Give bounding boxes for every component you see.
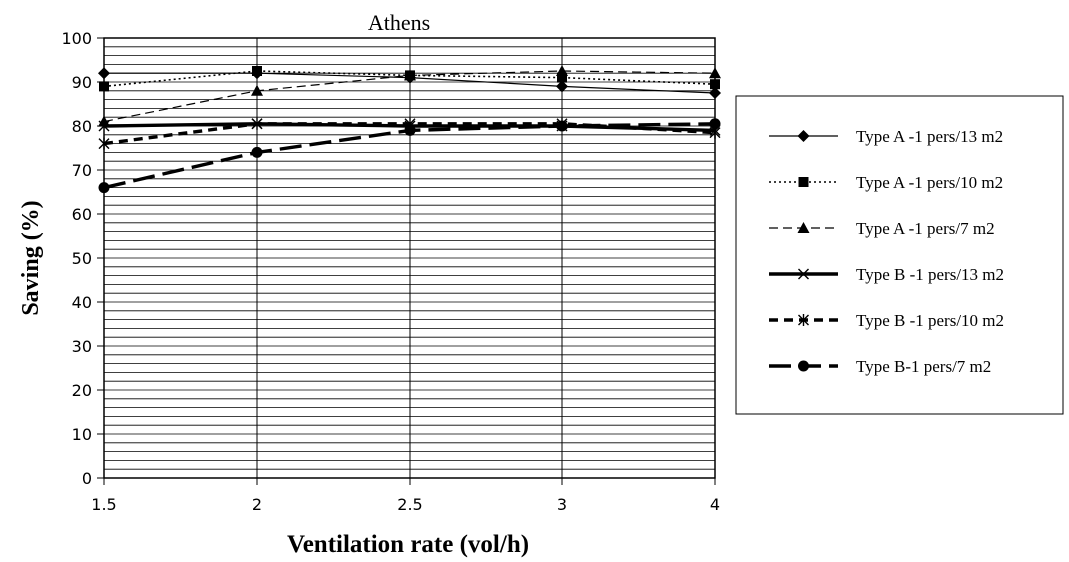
data-point xyxy=(251,146,263,158)
x-axis-ticks: 1.5 2 2.5 3 4 xyxy=(91,478,720,514)
x-tick-label: 2 xyxy=(252,495,262,514)
y-tick-label: 10 xyxy=(72,425,92,444)
data-point xyxy=(404,69,416,81)
data-point xyxy=(99,81,109,92)
legend-swatch-marker xyxy=(798,360,809,372)
legend-item: Type A -1 pers/13 m2 xyxy=(769,127,1003,146)
legend-label: Type B-1 pers/7 m2 xyxy=(856,357,991,376)
data-point xyxy=(709,87,721,99)
y-tick-label: 90 xyxy=(72,73,92,92)
y-tick-label: 50 xyxy=(72,249,92,268)
legend-box xyxy=(735,95,1064,415)
series-group xyxy=(98,65,721,194)
legend-item: Type B -1 pers/13 m2 xyxy=(769,265,1004,284)
legend-item: Type A -1 pers/10 m2 xyxy=(769,173,1003,192)
data-point xyxy=(709,118,721,130)
y-axis-label: Saving (%) xyxy=(18,200,44,315)
data-point xyxy=(98,137,110,150)
data-point xyxy=(556,120,568,132)
legend-item: Type B -1 pers/10 m2 xyxy=(769,311,1004,330)
y-tick-label: 70 xyxy=(72,161,92,180)
legend-label: Type A -1 pers/10 m2 xyxy=(856,173,1003,192)
y-axis-ticks: 0 10 20 30 40 50 60 70 80 90 100 xyxy=(61,29,104,488)
legend-item: Type A -1 pers/7 m2 xyxy=(769,219,995,238)
y-tick-label: 60 xyxy=(72,205,92,224)
data-point xyxy=(709,67,721,79)
y-tick-label: 30 xyxy=(72,337,92,356)
data-point xyxy=(252,66,262,76)
x-axis-label: Ventilation rate (vol/h) xyxy=(287,531,529,558)
x-tick-label: 2.5 xyxy=(397,495,422,514)
legend-label: Type B -1 pers/10 m2 xyxy=(856,311,1004,330)
grid xyxy=(103,37,716,479)
y-tick-label: 20 xyxy=(72,381,92,400)
legend-label: Type A -1 pers/7 m2 xyxy=(856,219,995,238)
y-tick-label: 40 xyxy=(72,293,92,312)
legend: Type A -1 pers/13 m2 Type A -1 pers/10 m2… xyxy=(735,95,1064,415)
data-point xyxy=(98,182,110,194)
series-6 xyxy=(98,118,721,194)
legend-swatch-marker xyxy=(798,268,809,280)
legend-swatch-marker xyxy=(797,222,810,233)
legend-swatch-marker xyxy=(798,314,809,326)
chart-title: Athens xyxy=(368,10,430,35)
data-point xyxy=(557,72,567,83)
legend-label: Type B -1 pers/13 m2 xyxy=(856,265,1004,284)
x-tick-label: 4 xyxy=(710,495,720,514)
legend-item: Type B-1 pers/7 m2 xyxy=(769,357,991,376)
data-point xyxy=(710,79,720,90)
y-tick-label: 80 xyxy=(72,117,92,136)
data-point xyxy=(251,84,263,96)
y-tick-label: 0 xyxy=(82,469,92,488)
data-point xyxy=(556,65,568,76)
y-tick-label: 100 xyxy=(61,29,92,48)
legend-label: Type A -1 pers/13 m2 xyxy=(856,127,1003,146)
data-point xyxy=(98,120,110,132)
x-tick-label: 1.5 xyxy=(91,495,116,514)
data-point xyxy=(98,67,110,80)
data-point xyxy=(251,117,263,130)
x-tick-label: 3 xyxy=(557,495,567,514)
legend-swatch-marker xyxy=(797,130,810,142)
data-point xyxy=(404,124,416,136)
legend-swatch-marker xyxy=(798,177,809,187)
data-point xyxy=(556,80,568,93)
